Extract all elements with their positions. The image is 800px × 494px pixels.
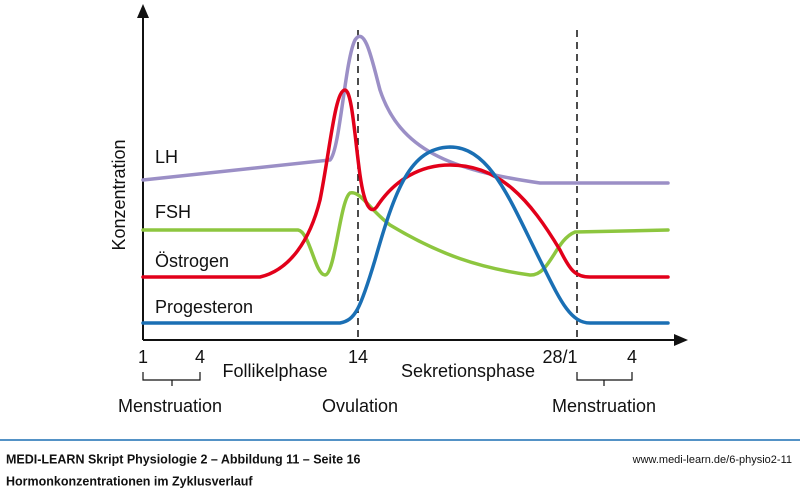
event-label: Ovulation <box>322 396 398 416</box>
bracket <box>142 372 201 386</box>
footer-caption: Hormonkonzentrationen im Zyklusverlauf <box>6 474 253 488</box>
curve-label: FSH <box>155 202 191 222</box>
x-tick-label: 4 <box>195 347 205 367</box>
phase-label: Follikelphase <box>222 361 327 381</box>
y-axis-label: Konzentration <box>109 139 129 250</box>
bracket <box>576 372 633 386</box>
progesteron-curve <box>141 145 670 325</box>
event-label: Menstruation <box>552 396 656 416</box>
curve-label: Progesteron <box>155 297 253 317</box>
x-tick-label: 1 <box>138 347 148 367</box>
x-tick-label: 28/1 <box>542 347 577 367</box>
y-arrow <box>137 4 149 18</box>
curve-label: LH <box>155 147 178 167</box>
lh-curve <box>141 34 670 185</box>
phase-label: Sekretionsphase <box>401 361 535 381</box>
x-tick-label: 14 <box>348 347 368 367</box>
x-tick-label: 4 <box>627 347 637 367</box>
curve-label: Östrogen <box>155 251 229 271</box>
x-arrow <box>674 334 688 346</box>
oestrogen-curve <box>141 88 670 279</box>
event-label: Menstruation <box>118 396 222 416</box>
footer-source: MEDI-LEARN Skript Physiologie 2 – Abbild… <box>6 452 361 466</box>
footer-url: www.medi-learn.de/6-physio2-11 <box>632 454 792 466</box>
